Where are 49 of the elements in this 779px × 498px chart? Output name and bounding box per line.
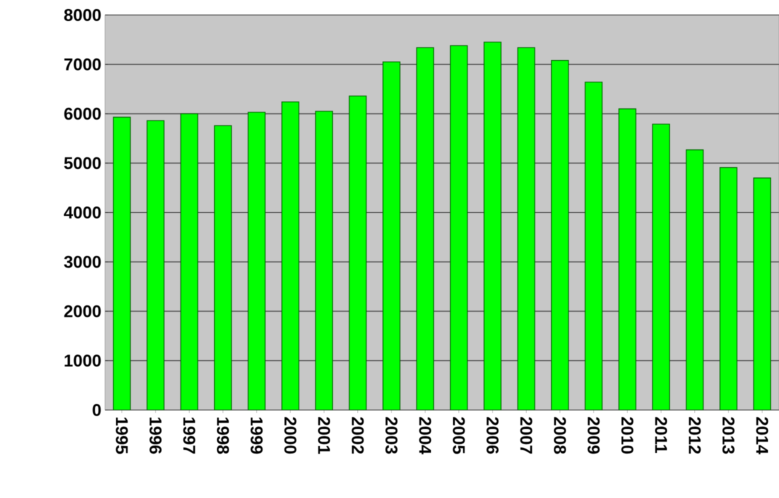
x-tick-label: 1996 — [150, 418, 162, 454]
bar — [686, 149, 704, 410]
y-tick-label: 7000 — [64, 58, 101, 70]
x-tick-label: 1997 — [183, 418, 196, 454]
x-tick-label: 1998 — [216, 418, 229, 454]
x-tick-label: 2010 — [621, 417, 634, 454]
bar — [517, 47, 536, 410]
x-tick-label: 2001 — [318, 417, 330, 454]
bar — [584, 82, 603, 410]
bar — [720, 167, 738, 410]
y-tick-label: 1000 — [64, 354, 101, 367]
x-tick-label: 2002 — [352, 417, 364, 454]
x-tick-label: 2004 — [419, 417, 432, 454]
bar — [753, 178, 772, 410]
bar — [416, 47, 434, 410]
bar — [214, 125, 232, 410]
x-tick-label: 2012 — [688, 417, 701, 454]
bar — [112, 116, 131, 410]
x-tick-label: 2005 — [452, 417, 465, 454]
x-tick-label: 1995 — [116, 418, 128, 454]
bar — [315, 110, 333, 410]
y-tick-label: 0 — [92, 404, 101, 416]
bar — [180, 113, 198, 410]
bar — [450, 45, 468, 410]
x-tick-label: 2009 — [588, 417, 600, 454]
bar — [484, 42, 502, 410]
bar — [146, 120, 164, 410]
y-tick-label: 2000 — [64, 305, 101, 318]
x-tick-label: 2011 — [655, 417, 668, 453]
x-tick-label: 1999 — [250, 418, 263, 454]
y-tick-label: 3000 — [64, 256, 101, 268]
bar — [652, 124, 670, 410]
bar — [618, 108, 636, 410]
bar — [382, 62, 400, 410]
y-tick-label: 4000 — [64, 206, 101, 219]
x-tick-label: 2000 — [284, 417, 296, 454]
x-tick-label: 2006 — [486, 417, 499, 454]
x-tick-label: 2008 — [554, 417, 566, 454]
x-tick-label: 2013 — [722, 417, 734, 454]
y-tick-label: 5000 — [64, 157, 101, 170]
bar — [248, 112, 266, 410]
x-tick-label: 2007 — [520, 417, 532, 454]
y-tick-label: 6000 — [64, 108, 101, 120]
bar — [281, 102, 300, 410]
y-tick-label: 8000 — [64, 8, 101, 22]
bar — [348, 96, 367, 410]
bar — [551, 60, 569, 410]
x-tick-label: 2003 — [385, 417, 398, 454]
x-tick-label: 2014 — [756, 417, 768, 454]
